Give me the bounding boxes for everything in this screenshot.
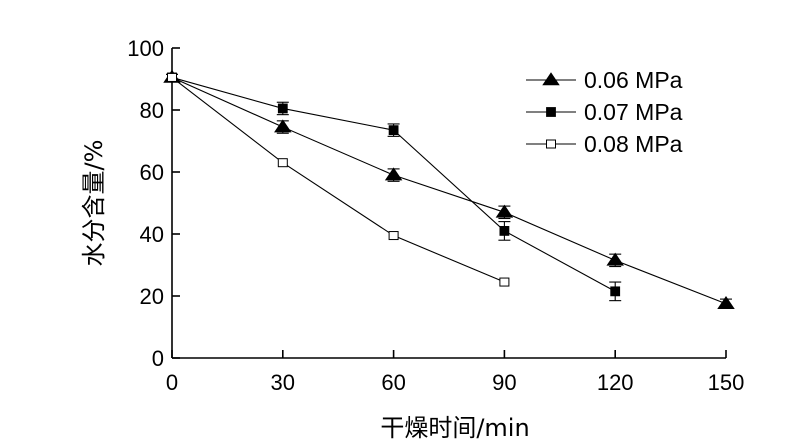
- data-point: [717, 296, 735, 310]
- ticks: 0 30 60 90 120 150 0 20 40 60 80 100: [127, 36, 744, 395]
- y-axis-title: 水分含量/%: [80, 140, 108, 267]
- data-point: [388, 231, 399, 241]
- legend-label: 0.06 MPa: [584, 67, 683, 93]
- y-tick-label: 20: [140, 284, 164, 309]
- y-tick-label: 80: [140, 98, 164, 123]
- series-line: [171, 77, 505, 283]
- data-point: [384, 167, 403, 181]
- x-tick-label: 90: [492, 370, 516, 395]
- data-point: [277, 158, 288, 168]
- y-tick-label: 40: [140, 222, 164, 247]
- data-point: [495, 204, 514, 218]
- data-point: [167, 72, 177, 82]
- legend-label: 0.08 MPa: [584, 131, 683, 157]
- y-tick-label: 60: [140, 160, 164, 185]
- x-tick-label: 0: [166, 370, 178, 395]
- axes: [171, 48, 726, 359]
- x-tick-label: 120: [597, 370, 634, 395]
- legend-marker: [546, 139, 556, 149]
- series-layer: [163, 69, 735, 310]
- legend: 0.06 MPa 0.07 MPa 0.08 MPa: [526, 67, 683, 157]
- y-tick-label: 100: [127, 36, 164, 61]
- data-point: [388, 125, 399, 136]
- legend-marker: [546, 107, 556, 117]
- data-point: [277, 103, 288, 114]
- data-point: [610, 286, 621, 297]
- x-tick-label: 150: [708, 370, 745, 395]
- legend-marker: [542, 72, 560, 86]
- x-tick-label: 60: [381, 370, 405, 395]
- series-line: [171, 76, 727, 305]
- y-tick-label: 0: [152, 346, 164, 371]
- data-point: [499, 277, 510, 287]
- data-point: [606, 252, 624, 266]
- series-2: [167, 72, 510, 287]
- data-point: [274, 119, 292, 133]
- data-point: [499, 225, 510, 236]
- x-axis-title: 干燥时间/min: [380, 414, 529, 442]
- x-tick-label: 30: [271, 370, 295, 395]
- legend-label: 0.07 MPa: [584, 99, 683, 125]
